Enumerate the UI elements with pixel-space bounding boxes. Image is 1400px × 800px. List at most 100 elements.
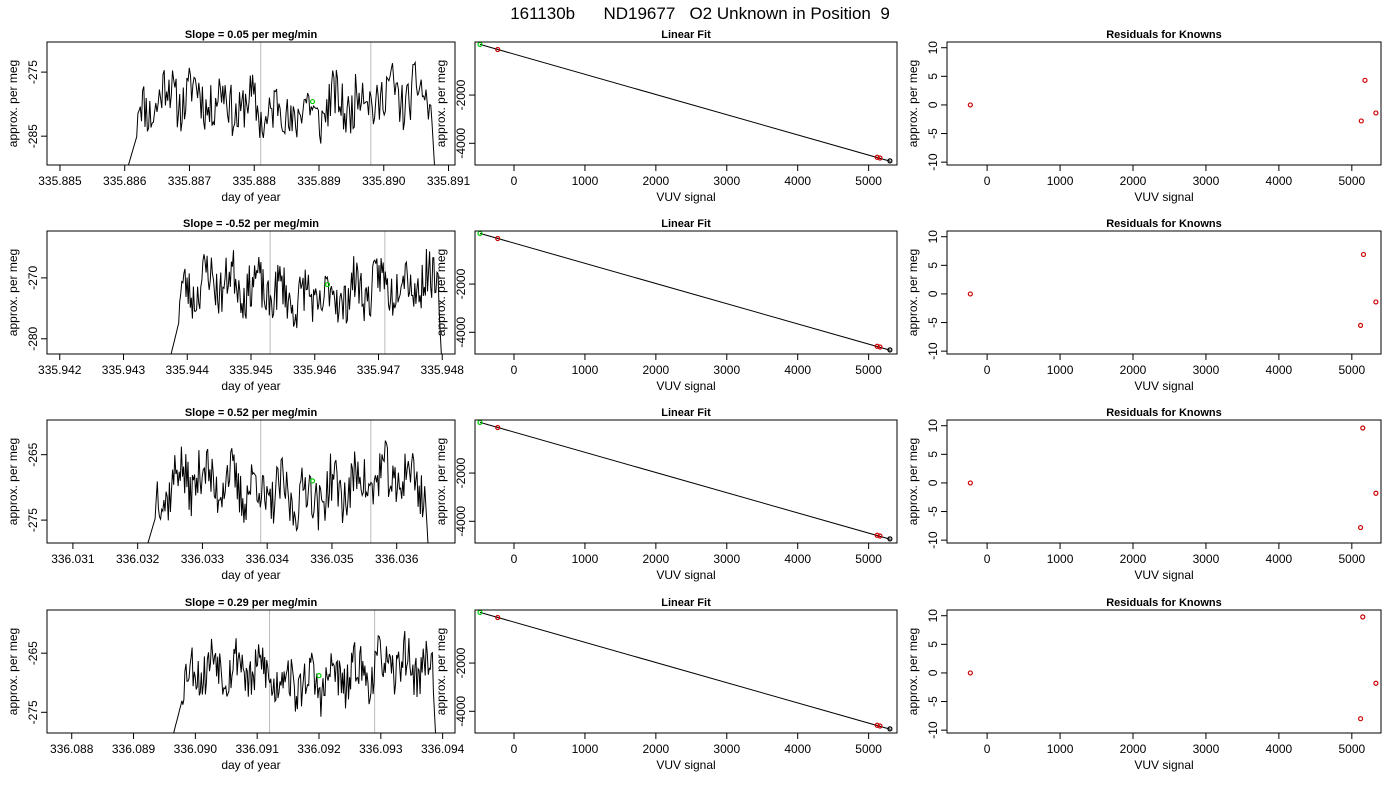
plot-frame	[946, 609, 1382, 734]
y-axis-label: approx. per meg	[434, 628, 448, 715]
y-tick-label: -270	[26, 266, 40, 290]
y-axis-label: approx. per meg	[906, 438, 920, 525]
y-tick-label: -280	[26, 326, 40, 350]
x-tick-label: 336.089	[112, 742, 156, 756]
x-axis-label: VUV signal	[1134, 379, 1193, 393]
x-axis-label: VUV signal	[656, 758, 715, 772]
x-tick-label: 3000	[713, 552, 740, 566]
panel-title: Slope = 0.05 per meg/min	[185, 29, 318, 41]
panel-title: Linear Fit	[661, 407, 711, 419]
y-tick-label: -265	[26, 641, 40, 665]
y-tick-label: -4000	[454, 506, 468, 537]
red-point	[877, 723, 883, 729]
y-axis-label: approx. per meg	[6, 628, 20, 715]
plot-frame	[474, 609, 898, 734]
x-tick-label: 2000	[643, 552, 670, 566]
y-axis-label: approx. per meg	[906, 60, 920, 147]
x-axis-label: day of year	[221, 568, 280, 582]
plot-frame	[46, 609, 456, 734]
panel-title: Linear Fit	[661, 218, 711, 230]
y-tick-label: -2000	[454, 79, 468, 110]
x-axis-label: day of year	[221, 379, 280, 393]
plot-area	[477, 610, 893, 732]
x-tick-label: 5000	[855, 742, 882, 756]
y-axis-label: approx. per meg	[906, 249, 920, 336]
red-point	[967, 102, 973, 108]
x-tick-label: 335.887	[168, 174, 212, 188]
y-tick-label: -5	[926, 317, 940, 328]
y-axis-label: approx. per meg	[6, 249, 20, 336]
x-axis-label: VUV signal	[656, 568, 715, 582]
data-trace	[170, 248, 442, 354]
red-point	[1357, 716, 1364, 722]
x-tick-label: 336.090	[174, 742, 218, 756]
y-tick-label: -2000	[454, 457, 468, 488]
x-tick-label: 335.890	[362, 174, 406, 188]
x-tick-label: 4000	[1266, 742, 1293, 756]
y-axis-label: approx. per meg	[434, 438, 448, 525]
x-tick-label: 2000	[643, 363, 670, 377]
y-tick-label: -4000	[454, 128, 468, 159]
x-tick-label: 5000	[855, 174, 882, 188]
y-tick-label: 10	[926, 609, 940, 623]
x-tick-label: 336.031	[51, 552, 95, 566]
x-tick-label: 335.943	[102, 363, 146, 377]
panel-title: Slope = 0.29 per meg/min	[185, 597, 318, 609]
red-point	[874, 343, 880, 349]
panel-0-2: Residuals for Knowns 0 1000 2000 3000 4000 500…	[906, 29, 1382, 204]
panel-1-0: Slope = -0.52 per meg/min 335.942 335.943 3…	[6, 218, 464, 393]
y-tick-label: -4000	[454, 696, 468, 727]
x-tick-label: 335.945	[229, 363, 273, 377]
plot-frame	[46, 41, 456, 166]
x-tick-label: 3000	[1193, 742, 1220, 756]
x-tick-label: 0	[511, 363, 518, 377]
panel-title: Slope = 0.52 per meg/min	[185, 407, 318, 419]
plot-frame	[46, 419, 456, 544]
x-tick-label: 4000	[784, 742, 811, 756]
plot-area	[967, 251, 1379, 328]
x-tick-label: 0	[984, 174, 991, 188]
plot-frame	[946, 230, 1382, 355]
y-axis-label: approx. per meg	[434, 60, 448, 147]
plot-area	[477, 42, 893, 164]
x-tick-label: 2000	[643, 174, 670, 188]
main-title: 161130b ND19677 O2 Unknown in Position 9	[510, 4, 890, 23]
y-tick-label: -2000	[454, 268, 468, 299]
x-tick-label: 1000	[1047, 363, 1074, 377]
panel-0-0: Slope = 0.05 per meg/min 335.885 335.886 33…	[6, 29, 471, 204]
red-point	[877, 533, 883, 539]
x-tick-label: 335.942	[38, 363, 82, 377]
x-tick-label: 5000	[1338, 742, 1365, 756]
x-axis-label: VUV signal	[656, 379, 715, 393]
x-tick-label: 1000	[572, 552, 599, 566]
plot-area	[477, 231, 893, 353]
y-tick-label: 5	[926, 73, 940, 80]
x-axis-label: VUV signal	[1134, 190, 1193, 204]
x-tick-label: 336.036	[375, 552, 419, 566]
x-tick-label: 336.033	[181, 552, 225, 566]
panel-title: Linear Fit	[661, 597, 711, 609]
x-tick-label: 4000	[1266, 174, 1293, 188]
red-point	[1358, 118, 1364, 124]
x-tick-label: 336.091	[235, 742, 279, 756]
y-tick-label: 10	[926, 230, 940, 244]
y-tick-label: -10	[926, 721, 940, 739]
mean-point	[316, 673, 322, 679]
red-point	[1360, 614, 1366, 620]
x-tick-label: 4000	[784, 363, 811, 377]
plot-frame	[474, 230, 898, 355]
x-tick-label: 335.944	[166, 363, 210, 377]
panel-title: Residuals for Knowns	[1106, 29, 1222, 41]
plot-frame	[46, 230, 456, 355]
y-tick-label: 0	[926, 290, 940, 297]
fit-line	[479, 611, 891, 730]
x-tick-label: 335.891	[427, 174, 471, 188]
red-point	[967, 670, 973, 676]
y-tick-label: -275	[26, 508, 40, 532]
x-tick-label: 4000	[784, 174, 811, 188]
y-tick-label: -10	[926, 531, 940, 549]
red-point	[1360, 251, 1367, 258]
red-point	[967, 291, 973, 297]
panel-2-0: Slope = 0.52 per meg/min 336.031 336.032 33…	[6, 407, 456, 582]
red-point	[874, 154, 880, 160]
